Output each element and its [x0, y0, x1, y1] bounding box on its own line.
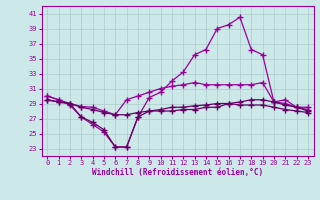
X-axis label: Windchill (Refroidissement éolien,°C): Windchill (Refroidissement éolien,°C) [92, 168, 263, 177]
